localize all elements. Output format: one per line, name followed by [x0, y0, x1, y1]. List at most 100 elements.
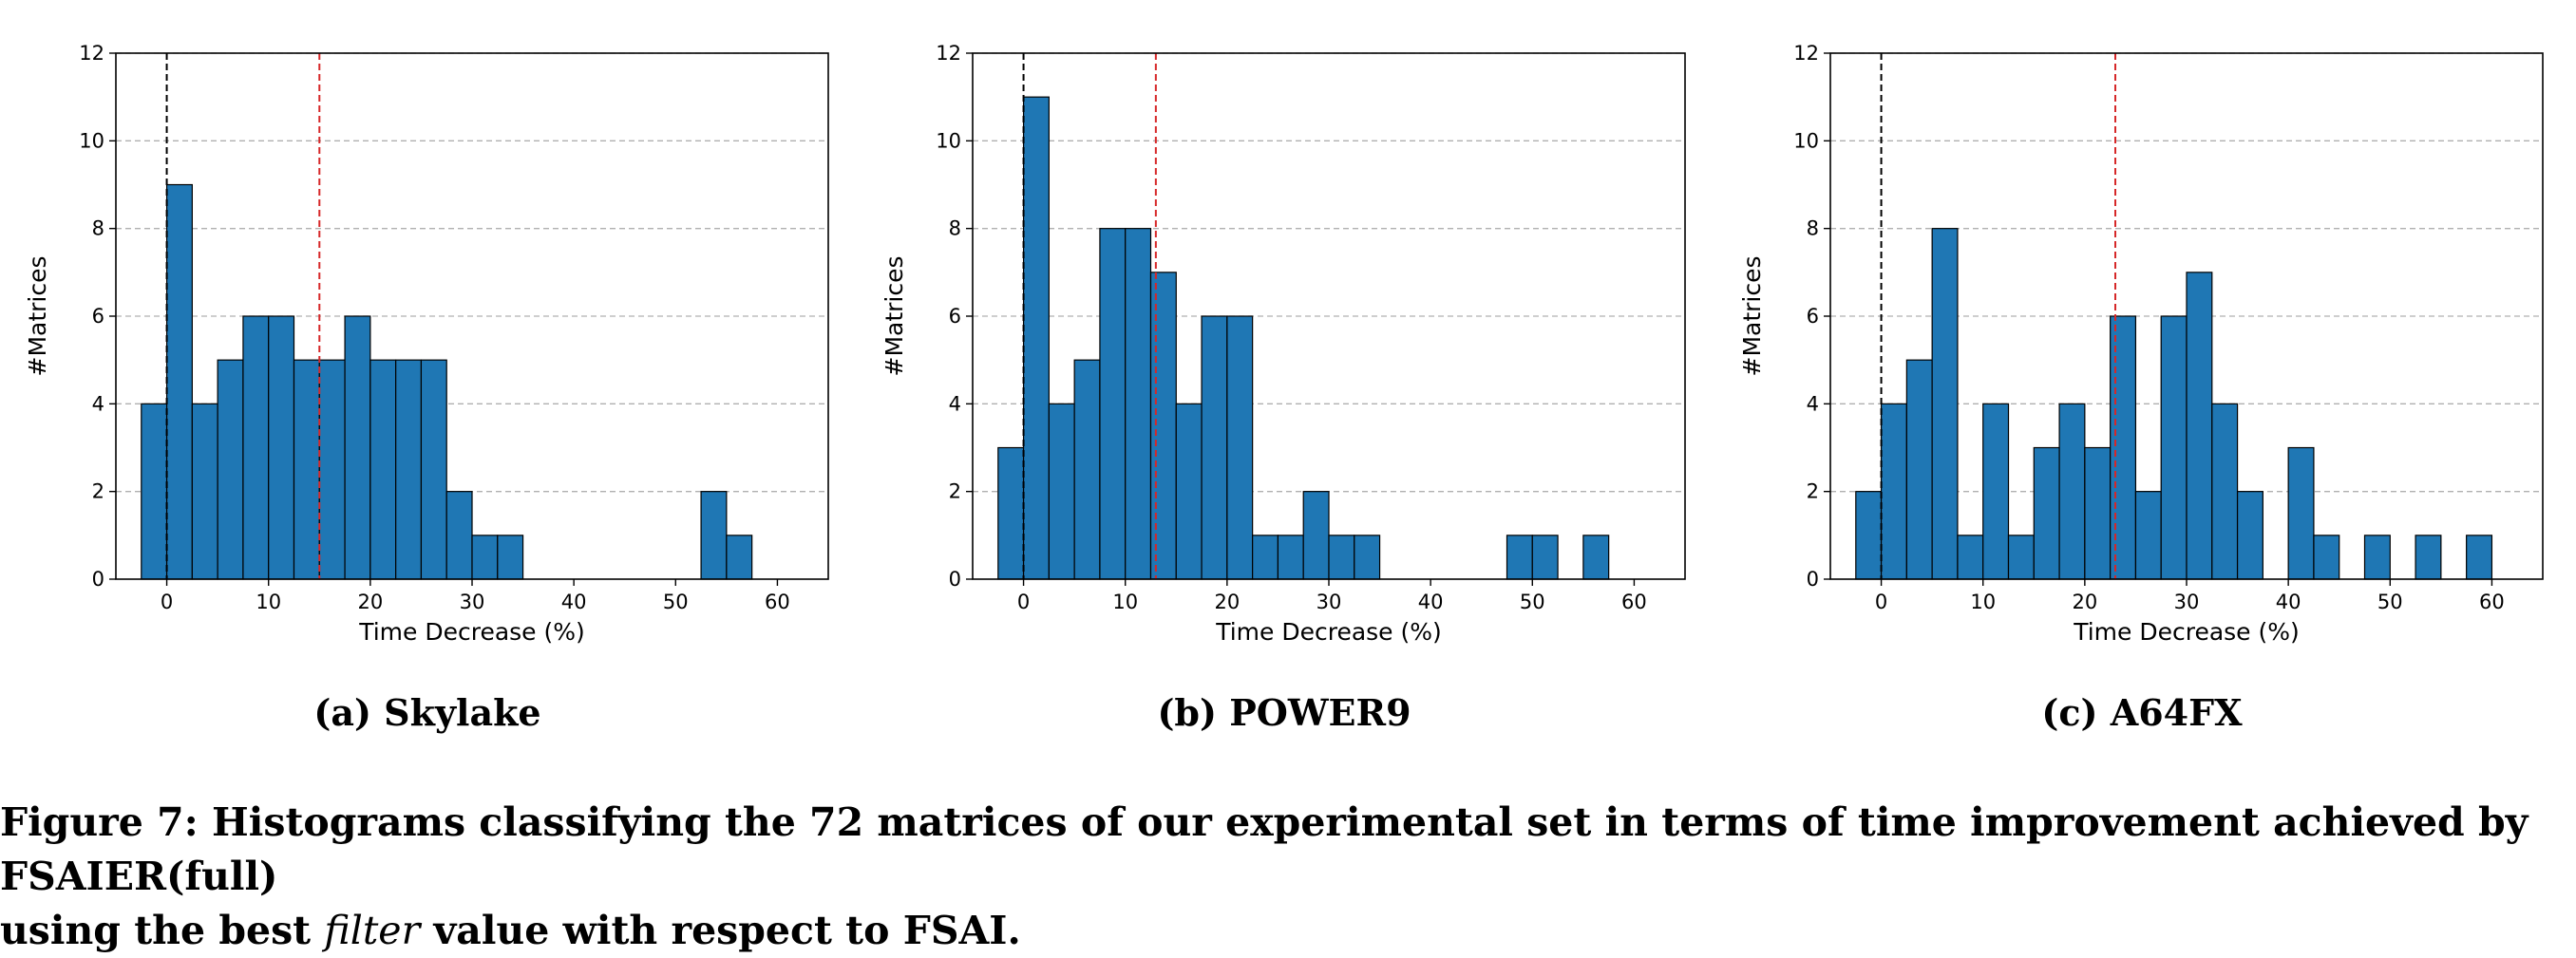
histogram-bar — [445, 491, 473, 580]
histogram-bar — [726, 535, 753, 580]
x-axis-label: Time Decrease (%) — [1215, 618, 1442, 646]
y-tick-label: 10 — [936, 129, 961, 152]
y-tick-label: 12 — [79, 42, 104, 65]
histogram-bar — [2313, 535, 2340, 580]
x-tick-label: 10 — [1970, 591, 1996, 613]
y-axis-label: #Matrices — [24, 255, 51, 376]
histogram-bar — [268, 315, 295, 580]
histogram-bar — [2287, 446, 2315, 580]
histogram-bar — [2058, 403, 2086, 580]
histogram-bar — [1905, 359, 1933, 580]
x-tick-label: 30 — [460, 591, 485, 613]
histogram-bar — [2084, 446, 2112, 580]
histogram-bar — [2466, 535, 2493, 580]
histogram-bar — [2007, 535, 2035, 580]
histogram-bar — [1022, 96, 1050, 580]
figure-caption-line-1: Figure 7: Histograms classifying the 72 … — [0, 799, 2529, 899]
figure-caption-line-2: using the best filter value with respect… — [0, 904, 2576, 958]
caption-text-after: value with respect to FSAI. — [420, 908, 1021, 953]
y-tick-label: 0 — [92, 568, 104, 591]
y-tick-label: 6 — [949, 305, 961, 328]
histogram-bar — [318, 359, 346, 580]
histogram-bar — [1328, 535, 1355, 580]
caption-filter-word: filter — [324, 908, 421, 953]
histogram-power9: 0 10 20 30 40 50 60 0 2 4 6 8 10 12 Time Decrease (%) #… — [881, 42, 1686, 646]
y-tick-label: 8 — [1807, 217, 1819, 240]
histogram-bar — [344, 315, 371, 580]
y-tick-label: 0 — [949, 568, 961, 591]
x-tick-label: 50 — [1520, 591, 1545, 613]
histogram-bar — [1149, 272, 1177, 580]
histogram-bar — [1125, 228, 1152, 580]
y-tick-label: 4 — [1807, 392, 1819, 415]
subcaption-a64fx: (c) A64FX — [2041, 691, 2243, 734]
x-tick-label: 50 — [2377, 591, 2403, 613]
histogram-bar — [1880, 403, 1907, 580]
x-tick-label: 0 — [161, 591, 173, 613]
y-tick-label: 4 — [92, 392, 104, 415]
y-tick-label: 10 — [79, 129, 104, 152]
histogram-bar — [2033, 446, 2060, 580]
x-tick-label: 60 — [765, 591, 790, 613]
histogram-bar — [1855, 491, 1883, 580]
histogram-bar — [2160, 315, 2188, 580]
histogram-bar — [1252, 535, 1279, 580]
figure-caption: Figure 7: Histograms classifying the 72 … — [0, 796, 2576, 958]
histogram-bar — [1506, 535, 1533, 580]
x-tick-label: 50 — [663, 591, 689, 613]
histogram-bar — [369, 359, 397, 580]
histogram-bar — [293, 359, 320, 580]
x-tick-label: 0 — [1875, 591, 1887, 613]
subcaption-skylake: (a) Skylake — [313, 691, 541, 734]
histogram-bar — [700, 491, 728, 580]
histogram-bar — [141, 403, 168, 580]
y-tick-label: 6 — [1807, 305, 1819, 328]
histogram-bar — [1354, 535, 1381, 580]
y-tick-label: 2 — [949, 480, 961, 503]
histogram-a64fx: 0 10 20 30 40 50 60 0 2 4 6 8 10 12 Time Decrease (%) #… — [1738, 42, 2544, 646]
y-tick-label: 2 — [1807, 480, 1819, 503]
histogram-bar — [997, 446, 1025, 580]
histogram-bar — [191, 403, 218, 580]
histogram-panel-skylake: 0 10 20 30 40 50 60 0 2 4 6 8 10 12 Time Decrease (%) #… — [0, 0, 855, 684]
x-tick-label: 20 — [1214, 591, 1240, 613]
histogram-bar — [497, 535, 524, 580]
histogram-bar — [2134, 491, 2162, 580]
histogram-bar — [1175, 403, 1203, 580]
x-tick-label: 20 — [2072, 591, 2097, 613]
y-tick-label: 8 — [949, 217, 961, 240]
x-tick-label: 10 — [256, 591, 281, 613]
x-tick-label: 30 — [1316, 591, 1342, 613]
y-axis-label: #Matrices — [1738, 255, 1766, 376]
histogram-bar — [1048, 403, 1075, 580]
histogram-bar — [242, 315, 270, 580]
y-tick-label: 12 — [1793, 42, 1819, 65]
histogram-bar — [1073, 359, 1101, 580]
x-tick-label: 0 — [1017, 591, 1030, 613]
histogram-panel-power9: 0 10 20 30 40 50 60 0 2 4 6 8 10 12 Time Decrease (%) #… — [857, 0, 1712, 684]
x-tick-label: 10 — [1112, 591, 1138, 613]
histogram-panel-a64fx: 0 10 20 30 40 50 60 0 2 4 6 8 10 12 Time Decrease (%) #… — [1714, 0, 2569, 684]
histogram-skylake: 0 10 20 30 40 50 60 0 2 4 6 8 10 12 Time Decrease (%) #… — [24, 42, 829, 646]
histogram-bar — [2236, 491, 2263, 580]
y-tick-label: 8 — [92, 217, 104, 240]
histogram-bar — [420, 359, 447, 580]
histogram-bar — [2186, 272, 2213, 580]
caption-text-before: using the best — [0, 908, 325, 953]
histogram-bar — [2110, 315, 2137, 580]
y-tick-label: 12 — [936, 42, 961, 65]
y-tick-label: 2 — [92, 480, 104, 503]
histogram-bar — [2363, 535, 2391, 580]
y-axis-label: #Matrices — [881, 255, 908, 376]
x-tick-label: 60 — [2479, 591, 2505, 613]
subcaption-power9: (b) POWER9 — [1157, 691, 1411, 734]
histogram-bar — [217, 359, 244, 580]
x-tick-label: 60 — [1621, 591, 1647, 613]
histogram-bar — [2415, 535, 2442, 580]
histogram-bar — [395, 359, 423, 580]
x-axis-label: Time Decrease (%) — [2073, 618, 2300, 646]
histogram-bar — [1302, 491, 1330, 580]
histogram-bar — [1582, 535, 1610, 580]
histogram-bar — [471, 535, 499, 580]
histogram-bar — [1099, 228, 1127, 580]
